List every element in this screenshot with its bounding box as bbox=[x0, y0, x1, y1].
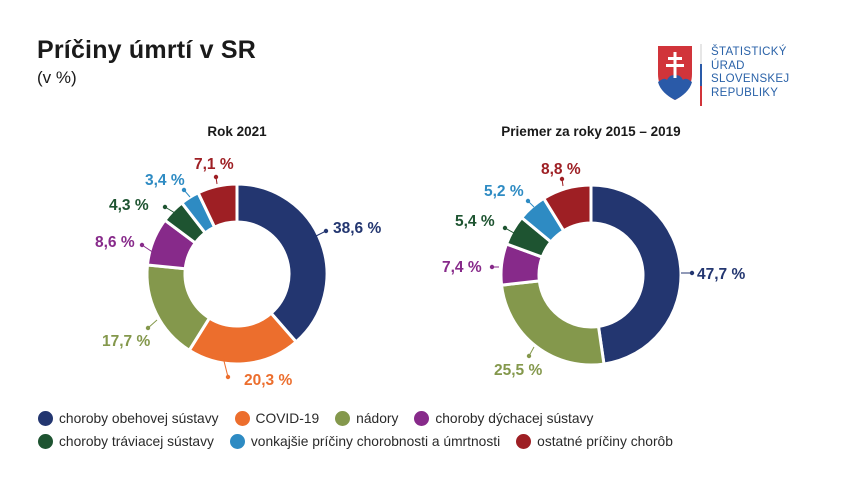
legend-color-dot-icon bbox=[234, 411, 250, 426]
leader-dot bbox=[525, 198, 531, 204]
legend-label: choroby dýchacej sústavy bbox=[435, 411, 594, 426]
data-label: 5,4 % bbox=[455, 213, 495, 230]
leader-line bbox=[141, 244, 155, 254]
donut-slice bbox=[589, 183, 683, 366]
data-label: 25,5 % bbox=[494, 362, 542, 379]
leader-line bbox=[311, 230, 327, 239]
data-label: 17,7 % bbox=[102, 333, 150, 350]
legend-item: COVID-19 bbox=[234, 411, 320, 426]
statistical-office-logo: ŠTATISTICKÝ ÚRAD SLOVENSKEJ REPUBLIKY bbox=[655, 44, 835, 110]
legend-item: choroby tráviacej sústavy bbox=[38, 434, 214, 449]
leader-dot bbox=[526, 353, 532, 359]
legend-label: ostatné príčiny chorôb bbox=[537, 434, 673, 449]
leader-dot bbox=[502, 225, 508, 231]
page-title: Príčiny úmrtí v SR bbox=[37, 36, 256, 64]
chart-title-2021: Rok 2021 bbox=[207, 124, 267, 139]
donut-slice bbox=[499, 279, 606, 367]
data-label: 47,7 % bbox=[697, 266, 745, 283]
legend-color-dot-icon bbox=[516, 434, 532, 449]
legend-item: choroby dýchacej sústavy bbox=[414, 411, 593, 426]
donut-slice bbox=[541, 183, 593, 233]
data-label: 7,4 % bbox=[442, 259, 482, 276]
logo-text: ŠTATISTICKÝ ÚRAD SLOVENSKEJ REPUBLIKY bbox=[711, 46, 789, 100]
legend: choroby obehovej sústavy COVID-19 nádory ch… bbox=[38, 407, 689, 453]
legend-item: choroby obehovej sústavy bbox=[38, 411, 219, 426]
legend-color-dot-icon bbox=[414, 411, 430, 426]
leader-dot bbox=[162, 204, 168, 210]
legend-color-dot-icon bbox=[38, 411, 53, 426]
donut-slice bbox=[235, 182, 329, 345]
leader-dot bbox=[139, 242, 145, 248]
legend-item: ostatné príčiny chorôb bbox=[516, 434, 673, 449]
donut-chart-2021: 38,6 % 20,3 % 17,7 % 8,6 % 4,3 % 3,4 % 7,1 % bbox=[95, 156, 381, 389]
logo-line: REPUBLIKY bbox=[711, 86, 779, 99]
leader-dot bbox=[213, 174, 219, 180]
slovak-coat-of-arms-icon bbox=[658, 44, 702, 106]
data-label: 20,3 % bbox=[244, 372, 292, 389]
legend-item: vonkajšie príčiny chorobnosti a úmrtnost… bbox=[229, 434, 501, 449]
data-label: 7,1 % bbox=[194, 156, 234, 173]
donut-chart-2015-2019: 47,7 % 25,5 % 7,4 % 5,4 % 5,2 % 8,8 % bbox=[442, 161, 745, 379]
legend-row: choroby tráviacej sústavy vonkajšie príči… bbox=[38, 430, 689, 453]
data-label: 8,6 % bbox=[95, 234, 135, 251]
legend-label: choroby tráviacej sústavy bbox=[59, 434, 214, 449]
data-label: 5,2 % bbox=[484, 183, 524, 200]
leader-dot bbox=[689, 270, 695, 276]
data-label: 3,4 % bbox=[145, 172, 185, 189]
leader-dot bbox=[225, 374, 231, 380]
leader-dot bbox=[489, 264, 495, 270]
logo-line: ÚRAD bbox=[711, 59, 745, 72]
legend-label: nádory bbox=[356, 411, 399, 426]
data-label: 4,3 % bbox=[109, 197, 149, 214]
legend-label: vonkajšie príčiny chorobnosti a úmrtnost… bbox=[250, 434, 501, 449]
leader-dot bbox=[323, 228, 329, 234]
logo-line: SLOVENSKEJ bbox=[711, 73, 790, 85]
legend-label: COVID-19 bbox=[255, 411, 320, 426]
page-subtitle: (v %) bbox=[37, 68, 77, 87]
legend-color-dot-icon bbox=[38, 434, 53, 449]
data-label: 38,6 % bbox=[333, 220, 381, 237]
legend-item: nádory bbox=[335, 411, 398, 426]
leader-line bbox=[222, 356, 229, 378]
donut-slice bbox=[196, 182, 239, 230]
leader-dot bbox=[559, 176, 565, 182]
data-label: 8,8 % bbox=[541, 161, 581, 178]
donut-charts: 38,6 % 20,3 % 17,7 % 8,6 % 4,3 % 3,4 % 7,1 % 4… bbox=[95, 156, 745, 389]
legend-color-dot-icon bbox=[335, 411, 351, 426]
legend-row: choroby obehovej sústavy COVID-19 nádory ch… bbox=[38, 407, 689, 430]
legend-color-dot-icon bbox=[229, 434, 245, 449]
chart-title-2015-2019: Priemer za roky 2015 – 2019 bbox=[501, 124, 681, 139]
logo-line: ŠTATISTICKÝ bbox=[711, 46, 787, 58]
leader-dot bbox=[145, 325, 151, 331]
leader-dot bbox=[181, 187, 187, 193]
legend-label: choroby obehovej sústavy bbox=[59, 411, 219, 426]
